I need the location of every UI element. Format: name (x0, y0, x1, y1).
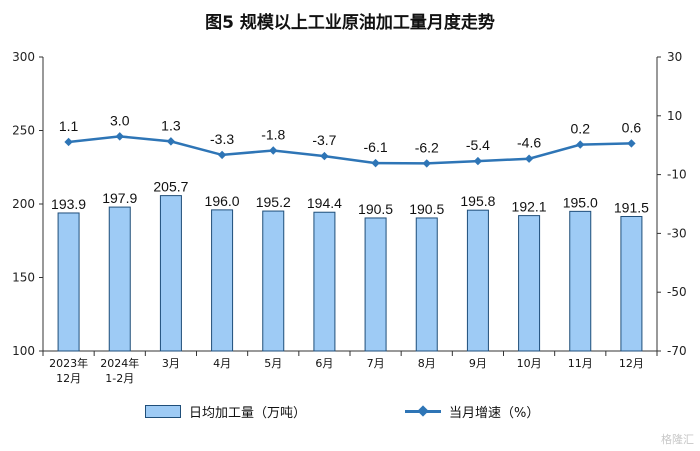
y-left-tick-label: 250 (12, 124, 35, 138)
legend-bar-label: 日均加工量（万吨） (189, 405, 307, 421)
line-point-marker (371, 158, 380, 168)
bar-value-label: 190.5 (358, 201, 393, 217)
line-point-marker (64, 137, 73, 147)
x-tick-label: 9月 (469, 357, 487, 370)
data-labels: 193.9 197.9 205.7 196.0 195.2 194.4 190.5 190.5… (51, 112, 649, 217)
legend-bar-swatch (145, 404, 181, 418)
bar (108, 206, 131, 352)
bar (313, 211, 336, 352)
bar-value-label: 190.5 (409, 201, 444, 217)
bar (211, 209, 234, 352)
bar-value-label: 191.5 (614, 199, 649, 215)
x-tick-label: 8月 (418, 357, 436, 370)
line-point-marker (115, 132, 124, 141)
y-right-tick-label: -70 (667, 344, 687, 358)
line-point-marker (320, 151, 329, 161)
y-left-tick-label: 300 (12, 50, 35, 64)
bar (415, 217, 438, 352)
line-value-label: -5.4 (466, 137, 490, 153)
bar-value-label: 195.2 (256, 194, 291, 210)
y-right-tick-label: 10 (667, 109, 682, 123)
bar-value-label: 195.0 (563, 194, 598, 210)
bar-series (57, 195, 643, 352)
watermark: 格隆汇 (661, 433, 694, 446)
line-point-marker (627, 139, 636, 148)
growth-line (68, 135, 632, 165)
bar (57, 212, 80, 352)
bar-value-label: 192.1 (512, 199, 547, 215)
x-tick-label: 10月 (517, 357, 542, 370)
y-left-tick-label: 200 (12, 197, 35, 211)
bar (518, 215, 541, 352)
line-point-marker (217, 150, 227, 160)
x-tick-label: 4月 (213, 357, 231, 370)
legend-line-label: 当月增速（%） (449, 405, 540, 421)
line-value-label: 0.6 (622, 119, 642, 135)
line-point-marker (269, 146, 278, 155)
line-point-marker (473, 156, 483, 166)
y-right-tick-label: -30 (667, 226, 687, 240)
x-tick-label: 6月 (315, 357, 333, 370)
y-right-tick-label: 30 (667, 50, 682, 64)
bar (569, 210, 592, 352)
x-tick-label: 12月 (619, 357, 644, 370)
y-left-tick-label: 100 (12, 344, 35, 358)
x-tick-label: 12月 (56, 372, 81, 385)
chart-title: 图5 规模以上工业原油加工量月度走势 (205, 13, 495, 33)
axes: 100 150 200 250 300 -70 -50 -30 -10 10 30 2023年 12月 2… (12, 50, 687, 385)
line-value-label: 1.1 (59, 118, 79, 134)
bar-value-label: 196.0 (205, 193, 240, 209)
bar (262, 210, 285, 352)
bar (620, 215, 643, 352)
y-right-tick-label: -50 (667, 285, 687, 299)
line-value-label: -6.1 (364, 139, 388, 155)
bar-value-label: 194.4 (307, 195, 342, 211)
x-tick-label: 2024年 (100, 356, 139, 370)
line-series (64, 132, 636, 168)
y-right-tick-label: -10 (667, 168, 687, 182)
bar (159, 195, 182, 352)
line-value-label: 3.0 (110, 112, 130, 128)
line-value-label: -1.8 (261, 126, 285, 142)
line-point-marker (576, 140, 585, 149)
bar (364, 217, 387, 352)
line-value-label: 0.2 (571, 121, 591, 137)
x-tick-label: 1-2月 (105, 372, 134, 385)
line-value-label: -3.7 (312, 132, 336, 148)
bar (466, 209, 489, 352)
x-tick-label: 7月 (367, 357, 385, 370)
y-left-tick-label: 150 (12, 271, 35, 285)
line-point-marker (166, 137, 176, 146)
bar-value-label: 205.7 (153, 179, 188, 195)
line-value-label: 1.3 (161, 117, 181, 133)
line-value-label: -4.6 (517, 135, 541, 151)
x-tick-label: 5月 (264, 357, 282, 370)
x-tick-label: 11月 (568, 357, 593, 370)
line-value-label: -3.3 (210, 131, 234, 147)
line-value-label: -6.2 (415, 139, 439, 155)
x-tick-label: 3月 (162, 357, 180, 370)
line-point-marker (422, 159, 431, 168)
bar-value-label: 195.8 (460, 193, 495, 209)
x-tick-label: 2023年 (49, 356, 88, 370)
legend-item-line: 当月增速（%） (405, 400, 539, 422)
legend-item-bar: 日均加工量（万吨） (145, 400, 306, 422)
bar-value-label: 197.9 (102, 190, 137, 206)
legend-line-swatch (405, 405, 441, 417)
line-point-marker (524, 154, 534, 163)
bar-value-label: 193.9 (51, 196, 86, 212)
